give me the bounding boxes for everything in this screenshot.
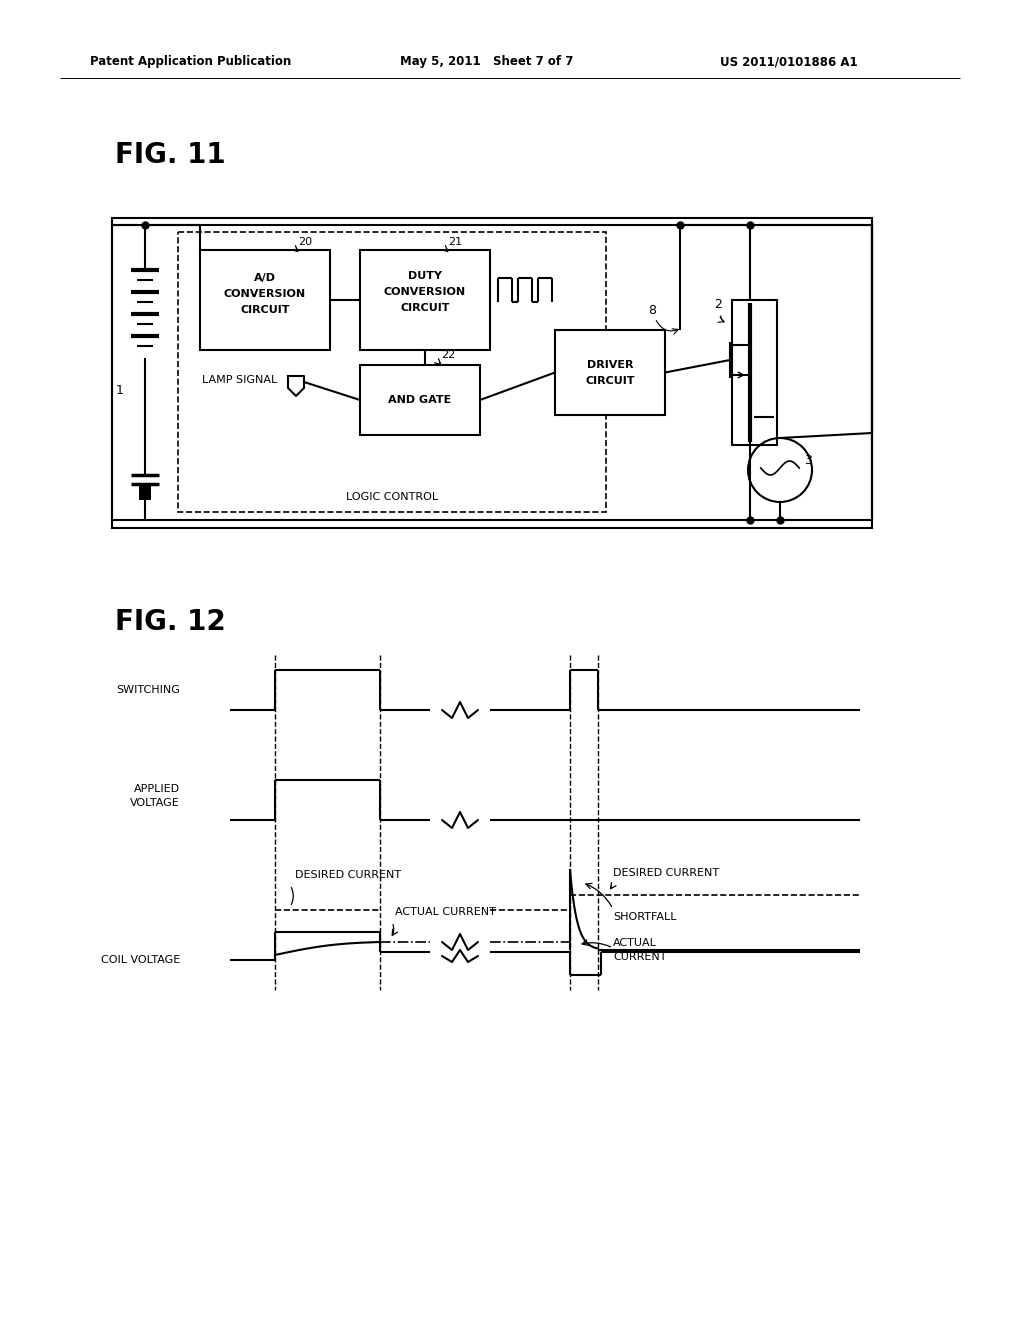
Bar xyxy=(555,330,665,414)
Text: 22: 22 xyxy=(441,350,455,360)
Text: COIL VOLTAGE: COIL VOLTAGE xyxy=(100,954,180,965)
Text: ACTUAL CURRENT: ACTUAL CURRENT xyxy=(395,907,496,917)
Text: DUTY: DUTY xyxy=(408,271,442,281)
Text: 8: 8 xyxy=(648,304,656,317)
Text: Patent Application Publication: Patent Application Publication xyxy=(90,55,291,69)
Text: A/D: A/D xyxy=(254,273,276,282)
Text: 21: 21 xyxy=(447,238,462,247)
Bar xyxy=(732,300,777,445)
Text: APPLIED: APPLIED xyxy=(134,784,180,795)
Text: FIG. 12: FIG. 12 xyxy=(115,609,225,636)
Text: FIG. 11: FIG. 11 xyxy=(115,141,225,169)
Text: SHORTFALL: SHORTFALL xyxy=(613,912,677,921)
Polygon shape xyxy=(754,327,774,417)
Bar xyxy=(139,484,151,500)
Text: DRIVER: DRIVER xyxy=(587,359,633,370)
Bar xyxy=(200,249,330,350)
Text: LOGIC CONTROL: LOGIC CONTROL xyxy=(346,492,438,502)
Bar xyxy=(360,249,490,350)
Text: May 5, 2011   Sheet 7 of 7: May 5, 2011 Sheet 7 of 7 xyxy=(400,55,573,69)
Text: 3: 3 xyxy=(804,454,812,466)
Text: 20: 20 xyxy=(298,238,312,247)
Text: VOLTAGE: VOLTAGE xyxy=(130,799,180,808)
Text: 2: 2 xyxy=(714,298,722,312)
Text: 1: 1 xyxy=(116,384,124,396)
Bar xyxy=(360,366,480,436)
Text: ACTUAL: ACTUAL xyxy=(613,939,656,948)
Bar xyxy=(112,218,872,528)
Text: LAMP SIGNAL: LAMP SIGNAL xyxy=(203,375,278,385)
Text: DESIRED CURRENT: DESIRED CURRENT xyxy=(295,870,401,880)
Text: US 2011/0101886 A1: US 2011/0101886 A1 xyxy=(720,55,858,69)
Text: CIRCUIT: CIRCUIT xyxy=(241,305,290,315)
Bar xyxy=(178,232,606,512)
Text: AND GATE: AND GATE xyxy=(388,395,452,405)
Text: CURRENT: CURRENT xyxy=(613,952,667,962)
Text: CIRCUIT: CIRCUIT xyxy=(400,304,450,313)
Text: CONVERSION: CONVERSION xyxy=(224,289,306,300)
Text: CONVERSION: CONVERSION xyxy=(384,286,466,297)
Text: DESIRED CURRENT: DESIRED CURRENT xyxy=(613,869,719,878)
Text: SWITCHING: SWITCHING xyxy=(116,685,180,696)
Text: CIRCUIT: CIRCUIT xyxy=(586,375,635,385)
